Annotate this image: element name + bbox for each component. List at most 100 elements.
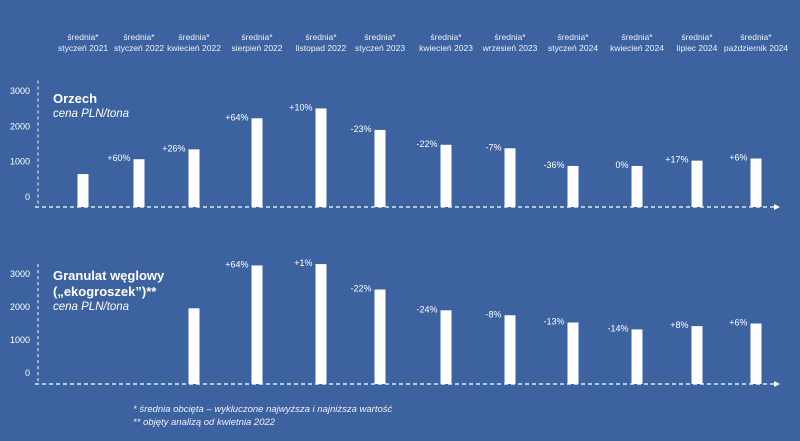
change-label: +17% <box>665 155 688 165</box>
footnote-2: ** objęty analizą od kwietnia 2022 <box>133 417 276 428</box>
column-header: średnia* kwiecień 2023 <box>411 32 481 54</box>
change-label: +1% <box>294 258 312 268</box>
change-label: -8% <box>485 309 501 319</box>
column-header-label: średnia* <box>494 32 526 42</box>
chart1: 0 1000 2000 3000 +60% +26% +64% +10% -23% -22% -7%… <box>10 80 780 210</box>
column-header: średnia* wrzesień 2023 <box>475 32 545 54</box>
bar <box>691 160 703 207</box>
change-label: +64% <box>225 259 248 269</box>
chart1-title-block: Orzech cena PLN/tona <box>53 91 129 122</box>
change-label: 0% <box>615 160 628 170</box>
bar <box>251 265 263 384</box>
change-label: +10% <box>289 102 312 112</box>
bar <box>133 159 145 207</box>
column-header-label: średnia* <box>557 32 589 42</box>
change-label: +64% <box>225 112 248 122</box>
change-label: -36% <box>543 160 564 170</box>
column-header-label: średnia* <box>178 32 210 42</box>
bar <box>440 310 452 384</box>
y-tick-label: 0 <box>25 192 30 202</box>
change-label: -22% <box>416 139 437 149</box>
column-header: średnia* październik 2024 <box>721 32 791 54</box>
change-label: -22% <box>350 284 371 294</box>
column-header-period: kwiecień 2023 <box>419 43 473 53</box>
column-header: średnia* listopad 2022 <box>286 32 356 54</box>
change-label: -7% <box>485 142 501 152</box>
change-label: -23% <box>350 124 371 134</box>
change-label: +60% <box>107 153 130 163</box>
column-header-period: styczeń 2023 <box>354 43 406 53</box>
column-header-label: średnia* <box>681 32 713 42</box>
bar <box>567 165 579 207</box>
y-tick-label: 1000 <box>10 157 30 167</box>
bar <box>631 329 643 384</box>
bar <box>77 174 89 207</box>
footnotes: * średnia obcięta – wykluczone najwyższa… <box>133 403 392 429</box>
change-label: -24% <box>416 304 437 314</box>
bar <box>188 149 200 207</box>
y-tick-label: 0 <box>25 368 30 378</box>
column-header: średnia* sierpień 2022 <box>222 32 292 54</box>
y-tick-label: 3000 <box>10 269 30 279</box>
bar <box>188 308 200 384</box>
column-header: średnia* lipiec 2024 <box>662 32 732 54</box>
column-header-label: średnia* <box>305 32 337 42</box>
chart1-subtitle: cena PLN/tona <box>53 108 130 120</box>
bar <box>504 148 516 207</box>
column-header: średnia* styczeń 2022 <box>104 32 174 54</box>
chart1-title: Orzech <box>53 91 98 106</box>
y-tick-label: 3000 <box>10 86 30 96</box>
change-label: +26% <box>162 143 185 153</box>
chart2: 0 1000 2000 3000 +64% +1% -22% -24% -8% -13% -14% +… <box>10 258 780 387</box>
change-label: +8% <box>670 320 688 330</box>
bar <box>374 289 386 384</box>
column-header-period: styczeń 2021 <box>57 43 109 53</box>
bar <box>750 158 762 207</box>
x-axis-arrow-icon <box>774 204 780 210</box>
column-header-period: styczeń 2022 <box>113 43 165 53</box>
column-header-period: wrzesień 2023 <box>482 43 538 53</box>
chart2-title-block: Granulat węglowy („ekogroszek”)** cena P… <box>53 268 164 315</box>
column-header-period: kwiecień 2024 <box>610 43 664 53</box>
change-label: +6% <box>729 153 747 163</box>
column-header-label: średnia* <box>430 32 462 42</box>
column-header: średnia* styczeń 2023 <box>345 32 415 54</box>
chart2-subtitle: cena PLN/tona <box>53 301 130 313</box>
column-header: średnia* kwiecień 2022 <box>159 32 229 54</box>
footnote-1: * średnia obcięta – wykluczone najwyższa… <box>133 404 393 415</box>
column-header-period: sierpień 2022 <box>231 43 283 53</box>
column-header-label: średnia* <box>67 32 99 42</box>
bar <box>631 165 643 207</box>
change-label: +6% <box>729 318 747 328</box>
bar <box>691 326 703 384</box>
column-header-label: średnia* <box>621 32 653 42</box>
column-header-label: średnia* <box>740 32 772 42</box>
bar <box>567 322 579 384</box>
column-header: średnia* styczeń 2024 <box>538 32 608 54</box>
y-tick-label: 1000 <box>10 335 30 345</box>
bar <box>504 315 516 384</box>
chart2-title: Granulat węglowy <box>53 268 165 283</box>
bar <box>251 118 263 207</box>
column-header-period: kwiecień 2022 <box>167 43 221 53</box>
column-header-label: średnia* <box>364 32 396 42</box>
column-header-period: styczeń 2024 <box>547 43 599 53</box>
change-label: -14% <box>607 323 628 333</box>
x-axis-arrow-icon <box>774 381 780 387</box>
change-label: -13% <box>543 317 564 327</box>
column-header-period: październik 2024 <box>723 43 789 53</box>
column-header-period: lipiec 2024 <box>676 43 718 53</box>
y-tick-label: 2000 <box>10 121 30 131</box>
chart2-title-line2: („ekogroszek”)** <box>53 284 157 299</box>
bar <box>315 108 327 207</box>
column-header-label: średnia* <box>241 32 273 42</box>
bar <box>750 323 762 384</box>
column-header: średnia* kwiecień 2024 <box>602 32 672 54</box>
bar <box>374 129 386 207</box>
column-header-label: średnia* <box>123 32 155 42</box>
bar <box>315 264 327 384</box>
y-tick-label: 2000 <box>10 302 30 312</box>
column-header-period: listopad 2022 <box>295 43 347 53</box>
